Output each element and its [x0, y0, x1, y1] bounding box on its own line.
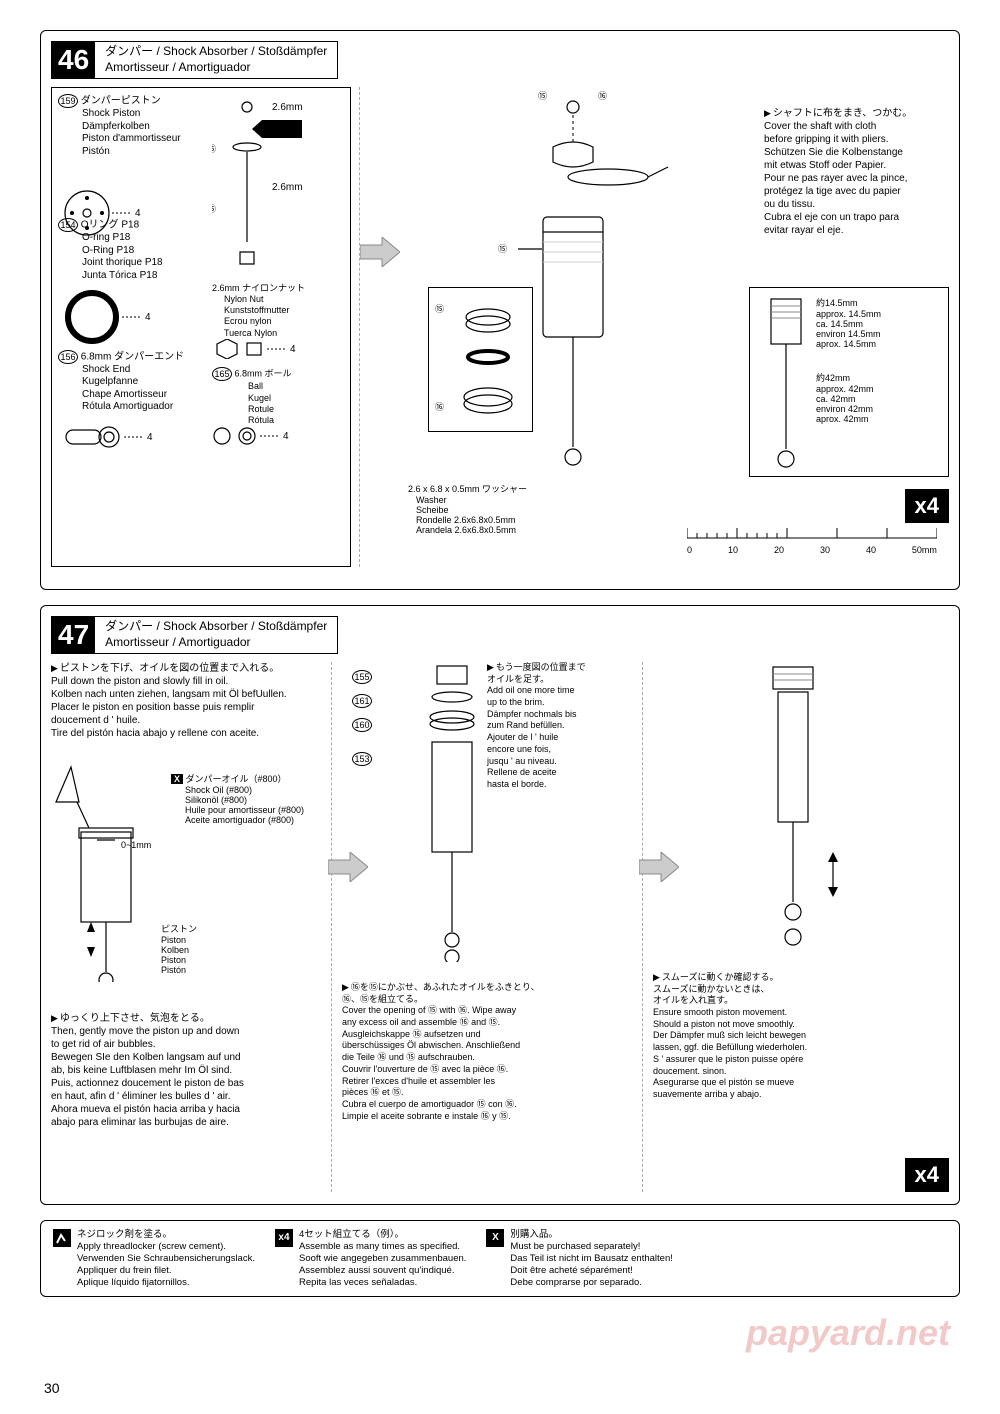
- legend: ネジロック剤を塗る。 Apply threadlocker (screw cem…: [40, 1220, 960, 1297]
- final-shock-icon: [733, 662, 863, 962]
- step-number: 47: [52, 617, 95, 653]
- piston-disc-icon: 4: [62, 188, 142, 238]
- fill-oil-icon: [51, 762, 171, 982]
- svg-text:4: 4: [145, 312, 151, 323]
- svg-text:⑮: ⑮: [538, 91, 547, 101]
- page-number: 30: [44, 1380, 60, 1396]
- svg-text:4: 4: [283, 431, 289, 442]
- assembly-small-icon: 2.6mm ⑮ ⑮ 2.6mm: [212, 92, 342, 272]
- svg-text:2.6mm: 2.6mm: [272, 182, 303, 193]
- svg-text:⑮: ⑮: [212, 204, 216, 214]
- svg-text:4: 4: [290, 344, 296, 355]
- svg-text:⑯: ⑯: [598, 91, 607, 101]
- svg-text:⑮: ⑮: [212, 144, 216, 154]
- svg-text:⑯: ⑯: [435, 402, 444, 412]
- threadlock-icon: [53, 1229, 71, 1247]
- col2: 155 161 160 153 もう一度図の位置まで オイルを足す。 Add o…: [332, 662, 642, 1192]
- inset-oring-icon: ⑮ ⑯: [433, 292, 528, 427]
- x4-legend-icon: x4: [275, 1229, 293, 1247]
- step-title: ダンパー / Shock Absorber / Stoßdämpfer Amor…: [95, 617, 337, 652]
- nut-icon: 4: [212, 339, 312, 359]
- x4-badge: x4: [905, 1158, 949, 1192]
- oring-icon: 4: [64, 290, 154, 345]
- length-shock-icon: [756, 294, 816, 469]
- col1: ピストンを下げ、オイルを図の位置まで入れる。 Pull down the pis…: [51, 662, 331, 1192]
- svg-text:2.6mm: 2.6mm: [272, 102, 303, 113]
- ball-icon: 4: [212, 426, 312, 446]
- svg-text:4: 4: [147, 432, 153, 443]
- step-title: ダンパー / Shock Absorber / Stoßdämpfer Amor…: [95, 42, 337, 77]
- x4-badge: x4: [905, 489, 949, 523]
- part-num-156: 156: [58, 350, 78, 364]
- svg-text:⑮: ⑮: [498, 244, 507, 254]
- ruler: 0 10 20 30 40 50mm: [687, 526, 937, 555]
- step-46: 46 ダンパー / Shock Absorber / Stoßdämpfer A…: [40, 30, 960, 590]
- svg-text:4: 4: [135, 208, 141, 219]
- part-num-159: 159: [58, 94, 78, 108]
- diagram-46: 2.6 x 6.8 x 0.5mm ワッシャー Washer Scheibe R…: [368, 87, 949, 567]
- separate-icon: X: [486, 1229, 504, 1247]
- step-header-46: 46 ダンパー / Shock Absorber / Stoßdämpfer A…: [51, 41, 338, 79]
- parts-list-46: 159 ダンパーピストン Shock Piston Dämpferkolben …: [51, 87, 351, 567]
- step-number: 46: [52, 42, 95, 78]
- svg-text:⑮: ⑮: [435, 304, 444, 314]
- step-47: 47 ダンパー / Shock Absorber / Stoßdämpfer A…: [40, 605, 960, 1205]
- watermark: papyard.net: [746, 1312, 950, 1354]
- shockend-icon: 4: [64, 422, 164, 452]
- step-header-47: 47 ダンパー / Shock Absorber / Stoßdämpfer A…: [51, 616, 338, 654]
- col3: スムーズに動くか確認する。 スムーズに動かないときは、 オイルを入れ直す。 En…: [643, 662, 949, 1192]
